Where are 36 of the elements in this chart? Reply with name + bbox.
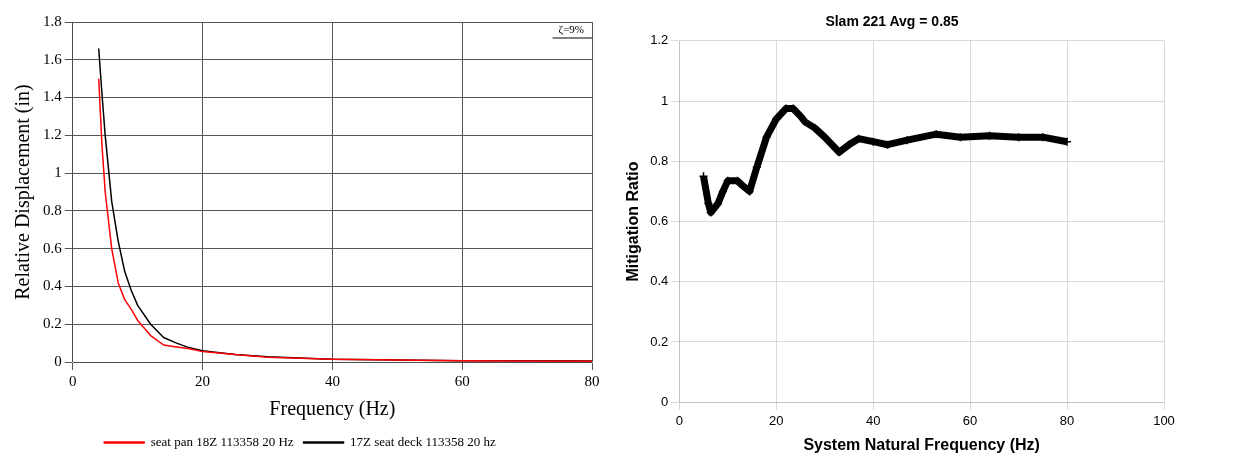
y-tick-label: 1 (54, 164, 62, 181)
y-tick-label: 1.6 (43, 50, 63, 67)
y-tick-label: 0.2 (43, 315, 62, 332)
x-tick-label: 0 (69, 372, 77, 389)
x-tick-label: 80 (584, 372, 600, 389)
annotation: ζ=9% (558, 23, 584, 37)
legend-label: 17Z seat deck 113358 20 hz (350, 433, 497, 449)
x-tick-label: 20 (195, 372, 211, 389)
chart-title: Slam 221 Avg = 0.85 (825, 13, 959, 30)
x-tick-label: 0 (675, 412, 683, 428)
y-tick-label: 0.4 (43, 277, 63, 294)
y-tick-label: 0 (54, 352, 62, 369)
y-tick-label: 1.4 (43, 88, 63, 105)
y-tick-label: 0.8 (43, 201, 62, 218)
y-tick-label: 1.2 (650, 32, 669, 48)
x-tick-label: 40 (324, 372, 340, 389)
x-tick-label: 20 (768, 412, 784, 428)
y-tick-label: 0.4 (650, 273, 669, 289)
x-tick-label: 60 (962, 412, 978, 428)
y-tick-label: 1.2 (43, 126, 62, 143)
y-tick-label: 0.6 (43, 239, 63, 256)
y-tick-label: 0.8 (650, 152, 669, 168)
y-axis-title: Mitigation Ratio (624, 161, 642, 282)
legend-label: seat pan 18Z 113358 20 Hz (150, 433, 294, 449)
y-axis-title: Relative Displacement (in) (11, 84, 35, 300)
x-axis-title: System Natural Frequency (Hz) (803, 435, 1040, 453)
x-tick-label: 60 (454, 372, 470, 389)
y-tick-label: 0.2 (650, 333, 669, 349)
y-tick-label: 0 (661, 393, 669, 409)
y-tick-label: 0.6 (650, 213, 669, 229)
y-tick-label: 1 (661, 92, 669, 108)
x-tick-label: 80 (1059, 412, 1075, 428)
x-tick-label: 100 (1153, 412, 1175, 428)
x-tick-label: 40 (865, 412, 881, 428)
y-tick-label: 1.8 (43, 12, 62, 29)
x-axis-title: Frequency (Hz) (269, 397, 396, 421)
